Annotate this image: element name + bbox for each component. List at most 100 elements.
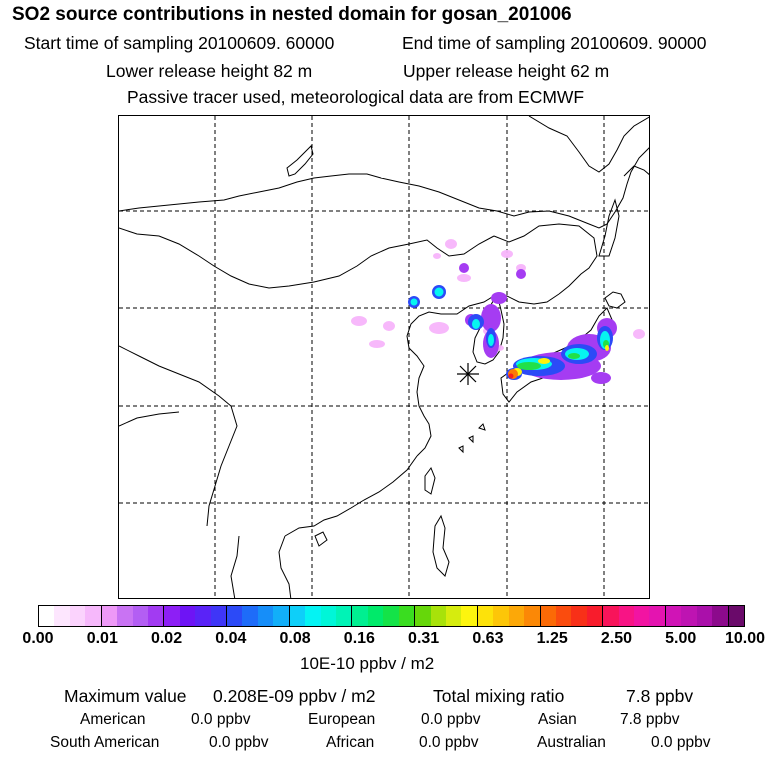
island-hokkaido (604, 291, 626, 309)
colorbar-segment (571, 606, 587, 626)
colorbar-segment (242, 606, 258, 626)
region-name: Australian (537, 734, 606, 751)
colorbar-segment (210, 606, 228, 626)
colorbar-segment (289, 606, 306, 626)
coastline (230, 535, 240, 598)
colorbar-segment (336, 606, 353, 626)
colorbar-segment (69, 606, 86, 626)
colorbar-segment (383, 606, 399, 626)
colorbar-tick-label: 0.63 (472, 630, 504, 647)
colorbar-segment (54, 606, 70, 626)
region-value: 0.0 ppbv (419, 734, 479, 751)
island-philippines (432, 514, 450, 577)
page-title: SO2 source contributions in nested domai… (12, 4, 572, 25)
colorbar-tick-label: 0.00 (22, 630, 54, 647)
colorbar-segment (493, 606, 509, 626)
colorbar-segment (649, 606, 666, 626)
colorbar-segment (430, 606, 446, 626)
colorbar-segment (461, 606, 478, 626)
colorbar-segment (195, 606, 211, 626)
colorbar-segment (132, 606, 148, 626)
coastline (278, 535, 292, 598)
colorbar-segment (728, 606, 744, 626)
colorbar-tick-label: 0.01 (86, 630, 118, 647)
colorbar-segment (445, 606, 462, 626)
lower-height-label: Lower release height 82 m (106, 61, 313, 81)
plume-hot (508, 369, 518, 379)
region-name: European (308, 711, 376, 728)
colorbar-segment (524, 606, 541, 626)
colorbar-tick-label: 0.31 (408, 630, 440, 647)
colorbar-segment (273, 606, 290, 626)
colorbar-segment (477, 606, 494, 626)
colorbar-tick-label: 0.08 (279, 630, 311, 647)
colorbar-segment (147, 606, 165, 626)
colorbar-segment (101, 606, 118, 626)
colorbar-segment (320, 606, 337, 626)
colorbar-segment (712, 606, 729, 626)
island-taiwan (424, 466, 436, 495)
total-mixing-label: Total mixing ratio (433, 686, 565, 706)
coastline (406, 293, 498, 457)
map-panel (118, 115, 650, 599)
tracer-note: Passive tracer used, meteorological data… (127, 87, 585, 107)
colorbar-segment (555, 606, 572, 626)
start-time-label: Start time of sampling 20100609. 60000 (24, 33, 335, 53)
border-line (119, 411, 180, 427)
region-value: 0.0 ppbv (209, 734, 269, 751)
colorbar-segment (634, 606, 650, 626)
coastline (284, 455, 418, 537)
border-line (119, 345, 238, 527)
receptor-marker (457, 363, 479, 385)
colorbar-segment (681, 606, 697, 626)
border-line (493, 223, 598, 295)
colorbar-segment (164, 606, 180, 626)
colorbar-segment (117, 606, 133, 626)
island-ryukyu (458, 423, 486, 454)
coastline (528, 116, 649, 173)
region-value: 0.0 ppbv (421, 711, 481, 728)
colorbar-segment (305, 606, 321, 626)
colorbar-tick-label: 0.04 (215, 630, 247, 647)
max-value: 0.208E-09 ppbv / m2 (213, 686, 376, 706)
region-name: American (80, 711, 146, 728)
colorbar-segment (618, 606, 635, 626)
colorbar-tick-label: 0.16 (343, 630, 375, 647)
upper-height-label: Upper release height 62 m (403, 61, 610, 81)
colorbar-tick-label: 2.50 (600, 630, 633, 647)
colorbar-segment (367, 606, 384, 626)
coastline (606, 147, 649, 225)
colorbar-segment (352, 606, 368, 626)
colorbar-segment (586, 606, 604, 626)
colorbar-segment (227, 606, 243, 626)
max-value-label: Maximum value (64, 686, 187, 706)
region-name: Asian (538, 711, 577, 728)
colorbar-segment (696, 606, 713, 626)
island-hainan (314, 531, 328, 547)
region-name: South American (50, 734, 160, 751)
graticule (119, 116, 649, 598)
region-value: 0.0 ppbv (651, 734, 711, 751)
colorbar-segment (179, 606, 196, 626)
colorbar-tick-label: 5.00 (665, 630, 697, 647)
border-line (119, 173, 608, 229)
colorbar-segment (39, 606, 55, 626)
colorbar-segment (415, 606, 431, 626)
colorbar (38, 605, 745, 627)
region-name: African (326, 734, 375, 751)
colorbar-tick-label: 0.02 (150, 630, 183, 647)
island-sakhalin (598, 198, 620, 257)
colorbar-tick-label: 1.25 (536, 630, 568, 647)
colorbar-segment (540, 606, 556, 626)
end-time-label: End time of sampling 20100609. 90000 (402, 33, 707, 53)
lake-baikal (286, 145, 314, 177)
colorbar-segment (665, 606, 682, 626)
coastline (623, 165, 649, 177)
colorbar-segment (398, 606, 416, 626)
colorbar-segment (508, 606, 525, 626)
map-svg (119, 116, 649, 598)
total-mixing-value: 7.8 ppbv (626, 686, 694, 706)
colorbar-units: 10E-10 ppbv / m2 (300, 654, 435, 673)
border-line (119, 227, 495, 289)
region-value: 7.8 ppbv (620, 711, 680, 728)
